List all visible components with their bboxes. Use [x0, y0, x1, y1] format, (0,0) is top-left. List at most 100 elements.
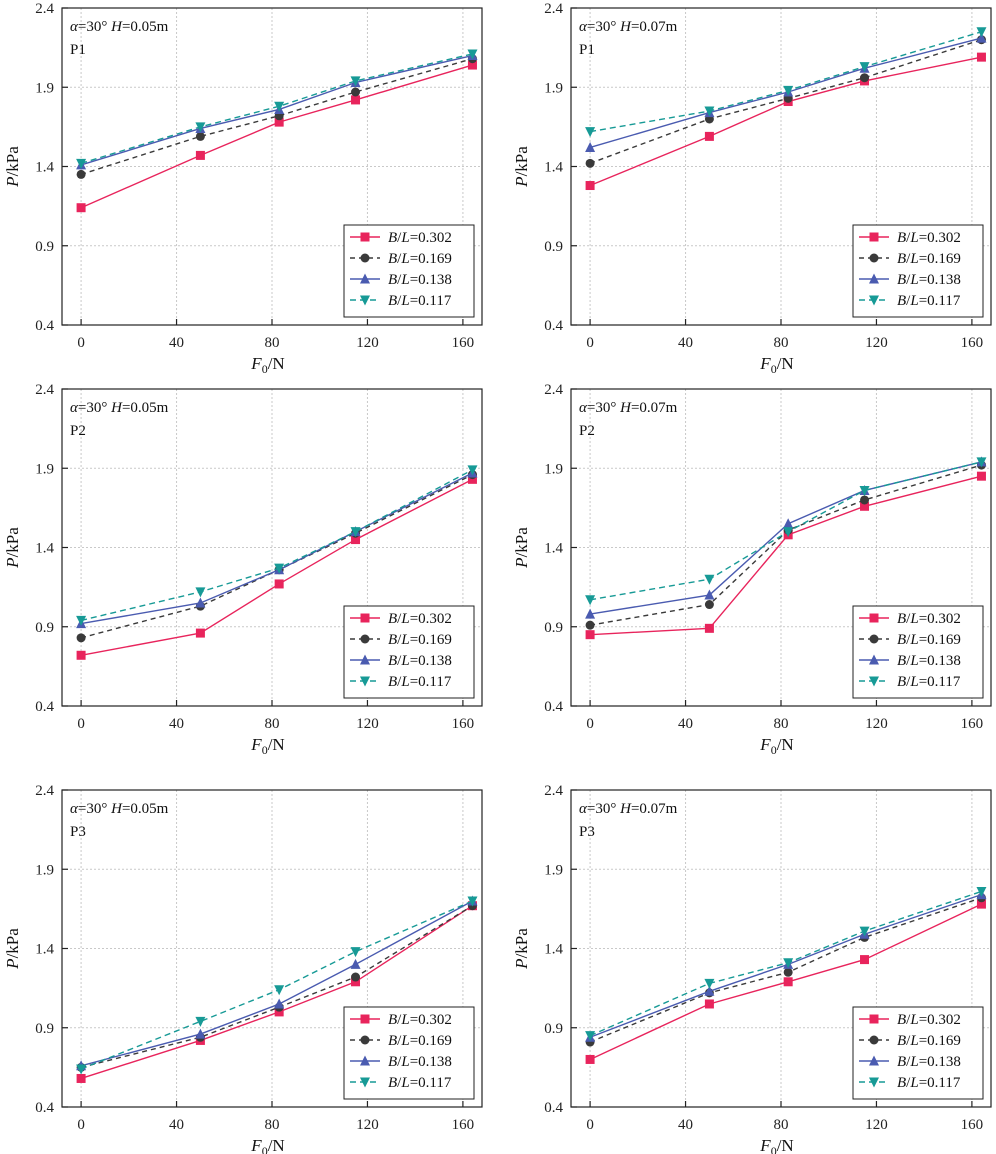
legend-symbol-b: B: [388, 653, 397, 669]
data-point: [976, 886, 987, 897]
x-tick-label: 40: [678, 335, 693, 351]
y-axis-symbol: P: [3, 557, 22, 568]
legend-entry: B/L=0.117: [388, 674, 452, 690]
legend-slash: /: [397, 251, 402, 267]
data-point: [976, 471, 986, 481]
h-value: =0.07m: [631, 801, 678, 817]
x-tick-label: 160: [961, 335, 984, 351]
y-axis-label: P/kPa: [3, 527, 22, 569]
data-point: [585, 1054, 595, 1064]
y-tick-label: 2.4: [544, 382, 563, 398]
y-tick-label: 2.4: [544, 1, 563, 17]
legend-slash: /: [906, 293, 911, 309]
data-point: [274, 985, 285, 996]
legend-slash: /: [906, 230, 911, 246]
y-axis-label: P/kPa: [512, 146, 531, 188]
x-axis-unit: /N: [268, 1136, 285, 1154]
legend-entry: B/L=0.302: [388, 611, 452, 627]
legend-symbol-l: L: [909, 674, 918, 690]
y-tick-label: 0.9: [544, 1021, 563, 1037]
x-tick-label: 160: [961, 716, 984, 732]
series-4: [585, 27, 987, 138]
y-tick-label: 1.4: [544, 541, 563, 557]
legend-slash: /: [397, 1075, 402, 1091]
legend-slash: /: [397, 1033, 402, 1049]
legend-slash: /: [397, 611, 402, 627]
legend-value: =0.138: [919, 1054, 961, 1070]
series-3: [76, 467, 478, 629]
x-axis-symbol: F: [250, 735, 262, 754]
legend-symbol-l: L: [909, 1075, 918, 1091]
data-point: [76, 203, 86, 213]
x-tick-label: 120: [865, 335, 888, 351]
legend-symbol-l: L: [400, 272, 409, 288]
point-label: P3: [579, 824, 595, 840]
series-line: [80, 472, 473, 625]
chart-panel-6: 0 40 80 120 160 0.4 0.9 1.4 1.9 2.4 α=30° H=0.07m P…: [512, 783, 992, 1154]
legend-swatch-marker: [869, 273, 879, 284]
legend-value: =0.117: [919, 293, 961, 309]
x-tick-label: 40: [169, 1117, 184, 1133]
legend-symbol-l: L: [909, 1054, 918, 1070]
data-point: [704, 999, 714, 1009]
legend-swatch-marker: [360, 634, 370, 644]
legend-symbol-b: B: [897, 293, 906, 309]
panel-annotation: α=30° H=0.05m: [70, 801, 169, 817]
data-point: [76, 615, 87, 626]
x-axis-subscript: 0: [262, 362, 268, 376]
y-tick-label: 1.9: [544, 862, 563, 878]
legend-swatch-marker: [869, 1055, 879, 1066]
legend-entry: B/L=0.302: [897, 1012, 961, 1028]
panel-annotation: α=30° H=0.05m: [70, 400, 169, 416]
data-point: [704, 978, 715, 989]
x-axis-subscript: 0: [771, 1144, 777, 1154]
y-tick-label: 0.9: [544, 239, 563, 255]
x-tick-label: 160: [452, 716, 475, 732]
legend-swatch-marker: [360, 1055, 370, 1066]
data-point: [76, 158, 87, 169]
legend-slash: /: [906, 1033, 911, 1049]
legend-entry: B/L=0.302: [897, 611, 961, 627]
x-tick-label: 0: [586, 1117, 594, 1133]
y-tick-label: 1.9: [35, 862, 54, 878]
x-tick-label: 80: [774, 1117, 789, 1133]
series-3: [585, 32, 987, 152]
series-4: [76, 49, 478, 169]
legend-symbol-l: L: [400, 1012, 409, 1028]
legend-swatch-marker: [360, 1014, 370, 1024]
data-point: [195, 597, 206, 608]
data-point: [860, 495, 870, 505]
x-axis-unit: /N: [777, 354, 794, 373]
legend-swatch-marker: [360, 613, 370, 623]
y-axis-unit: /kPa: [512, 527, 531, 558]
plot-frame: [61, 7, 483, 326]
alpha-symbol: α: [70, 801, 79, 817]
legend-symbol-l: L: [909, 251, 918, 267]
y-tick-label: 1.4: [35, 541, 54, 557]
h-value: =0.07m: [631, 400, 678, 416]
legend-swatch-marker: [869, 1077, 879, 1088]
series-2: [585, 35, 986, 168]
legend-entry: B/L=0.117: [897, 674, 961, 690]
legend-symbol-l: L: [400, 653, 409, 669]
x-axis-symbol: F: [759, 354, 771, 373]
legend-symbol-l: L: [909, 230, 918, 246]
legend-value: =0.302: [919, 611, 961, 627]
alpha-symbol: α: [70, 19, 79, 35]
legend-slash: /: [397, 293, 402, 309]
legend-symbol-b: B: [388, 611, 397, 627]
y-tick-label: 2.4: [35, 1, 54, 17]
plot-frame: [570, 789, 992, 1108]
legend-entry: B/L=0.117: [897, 293, 961, 309]
data-point: [704, 574, 715, 585]
data-point: [274, 998, 285, 1009]
legend-entry: B/L=0.117: [388, 1075, 452, 1091]
x-axis-label: F0/N: [250, 354, 284, 376]
x-axis-label: F0/N: [250, 1136, 284, 1154]
data-point: [859, 485, 870, 496]
legend-swatch-marker: [869, 1014, 879, 1024]
legend-symbol-l: L: [909, 1033, 918, 1049]
data-point: [976, 32, 987, 43]
legend-entry: B/L=0.169: [388, 632, 452, 648]
